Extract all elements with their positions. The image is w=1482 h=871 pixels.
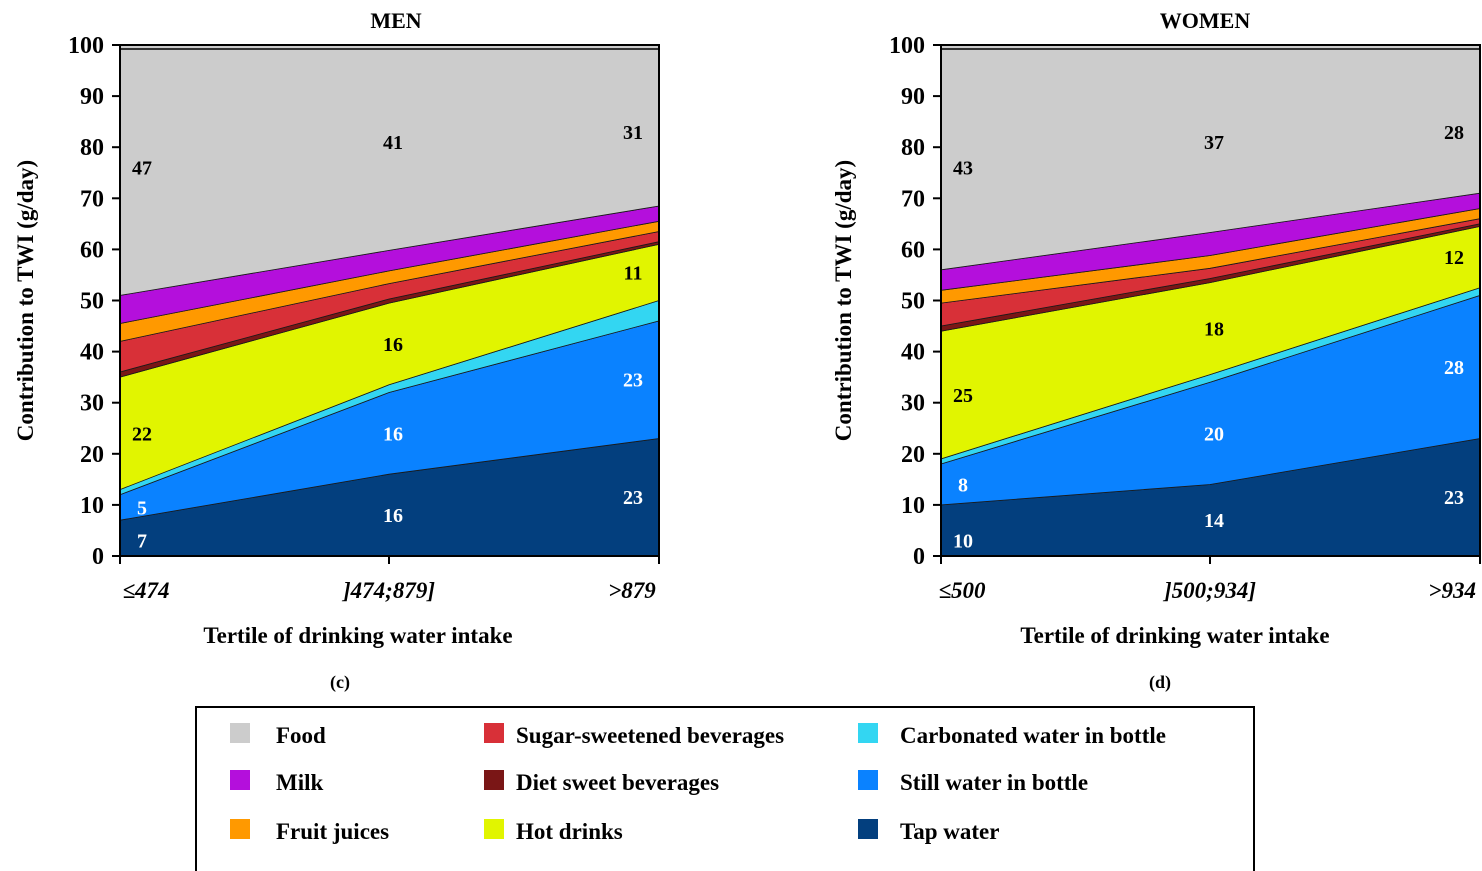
panel-title: MEN <box>370 8 421 33</box>
y-tick-label: 30 <box>901 391 925 417</box>
x-axis-label: Tertile of drinking water intake <box>203 623 512 648</box>
value-label-hot: 11 <box>624 262 643 284</box>
y-tick-label: 70 <box>901 186 925 212</box>
value-label-food: 47 <box>132 158 152 180</box>
legend-frame <box>195 706 1255 871</box>
x-axis-label: Tertile of drinking water intake <box>1020 623 1329 648</box>
y-tick-label: 90 <box>80 84 104 110</box>
y-tick-label: 40 <box>901 340 925 366</box>
y-tick-label: 0 <box>92 544 104 570</box>
y-tick-label: 90 <box>901 84 925 110</box>
legend-label-still: Still water in bottle <box>900 770 1088 795</box>
x-tick-label: ]500;934] <box>1162 578 1256 603</box>
value-label-hot: 16 <box>383 334 403 356</box>
value-label-hot: 22 <box>132 423 152 445</box>
y-tick-label: 20 <box>80 442 104 468</box>
value-label-tap: 23 <box>623 487 643 509</box>
legend-swatch-fruit_juices <box>230 819 250 839</box>
value-label-still: 23 <box>623 370 643 392</box>
value-label-still: 20 <box>1204 423 1224 445</box>
y-tick-label: 50 <box>80 289 104 315</box>
y-tick-label: 60 <box>80 237 104 263</box>
y-tick-label: 100 <box>68 33 104 59</box>
value-label-still: 5 <box>137 497 147 519</box>
legend-swatch-tap <box>858 819 878 839</box>
value-label-tap: 14 <box>1204 510 1224 532</box>
y-tick-label: 80 <box>901 135 925 161</box>
legend-swatch-milk <box>230 770 250 790</box>
y-axis-label: Contribution to TWI (g/day) <box>831 160 856 441</box>
y-tick-label: 10 <box>80 493 104 519</box>
legend-label-fruit_juices: Fruit juices <box>276 819 389 844</box>
panel-tag: (c) <box>330 672 350 693</box>
x-tick-label: ]474;879] <box>341 578 435 603</box>
panel-men: 0 10 20 30 40 50 60 70 80 90 100 ≤474 ]474;879] >879 M… <box>13 8 660 693</box>
value-label-food: 41 <box>383 132 403 154</box>
value-label-tap: 23 <box>1444 487 1464 509</box>
y-tick-label: 20 <box>901 442 925 468</box>
y-tick-label: 40 <box>80 340 104 366</box>
legend-swatch-still <box>858 770 878 790</box>
x-tick-label: ≤474 <box>122 578 169 603</box>
y-tick-label: 0 <box>913 544 925 570</box>
y-tick-label: 100 <box>889 33 925 59</box>
panel-tag: (d) <box>1149 672 1171 693</box>
legend-swatch-carbonated <box>858 723 878 743</box>
value-label-hot: 18 <box>1204 319 1224 341</box>
y-axis-label: Contribution to TWI (g/day) <box>13 160 38 441</box>
legend-label-food: Food <box>276 723 326 748</box>
legend-label-diet: Diet sweet beverages <box>516 770 719 795</box>
x-tick-label: ≤500 <box>938 578 986 603</box>
legend-swatch-hot <box>484 819 504 839</box>
legend-swatch-food <box>230 723 250 743</box>
legend: Food Milk Fruit juices Sugar-sweetened beve… <box>195 706 1255 871</box>
x-tick-label: >879 <box>608 578 656 603</box>
value-label-food: 37 <box>1204 132 1224 154</box>
value-label-hot: 25 <box>953 385 973 407</box>
y-tick-label: 30 <box>80 391 104 417</box>
value-label-tap: 10 <box>953 531 973 553</box>
value-label-still: 16 <box>383 423 403 445</box>
y-tick-label: 80 <box>80 135 104 161</box>
value-label-still: 8 <box>958 474 968 496</box>
legend-label-ssb: Sugar-sweetened beverages <box>516 723 784 748</box>
y-tick-label: 60 <box>901 237 925 263</box>
value-label-still: 28 <box>1444 357 1464 379</box>
legend-label-hot: Hot drinks <box>516 819 623 844</box>
y-tick-label: 70 <box>80 186 104 212</box>
y-tick-label: 10 <box>901 493 925 519</box>
legend-label-carbonated: Carbonated water in bottle <box>900 723 1166 748</box>
x-tick-label: >934 <box>1428 578 1476 603</box>
legend-swatch-diet <box>484 770 504 790</box>
y-tick-label: 50 <box>901 289 925 315</box>
value-label-tap: 16 <box>383 505 403 527</box>
value-label-tap: 7 <box>137 531 147 553</box>
legend-swatch-ssb <box>484 723 504 743</box>
value-label-food: 31 <box>623 122 643 144</box>
legend-label-tap: Tap water <box>900 819 999 844</box>
panel-title: WOMEN <box>1160 8 1251 33</box>
value-label-food: 43 <box>953 158 973 180</box>
panel-women: 0 10 20 30 40 50 60 70 80 90 100 ≤500 ]500;934] >934 W… <box>831 8 1481 693</box>
value-label-food: 28 <box>1444 122 1464 144</box>
value-label-hot: 12 <box>1444 247 1464 269</box>
legend-label-milk: Milk <box>276 770 323 795</box>
